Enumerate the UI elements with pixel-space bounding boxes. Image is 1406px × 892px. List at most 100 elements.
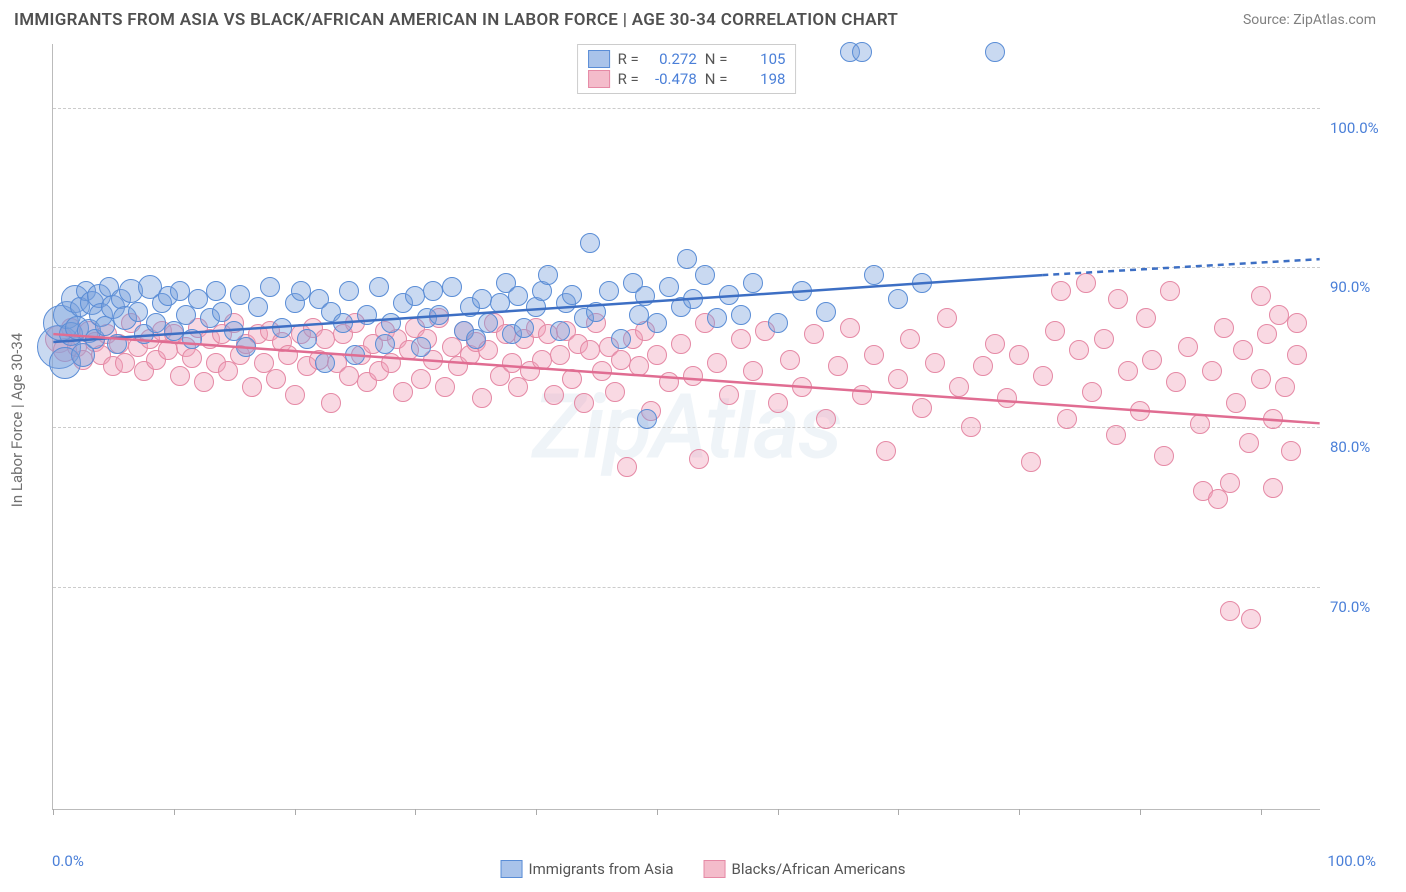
blue-point [792, 281, 812, 301]
pink-point [888, 369, 908, 389]
x-tick [1019, 809, 1020, 815]
pink-point [1033, 366, 1053, 386]
pink-point [1275, 377, 1295, 397]
y-tick-label: 90.0% [1330, 278, 1390, 296]
blue-point [599, 281, 619, 301]
pink-point [1021, 452, 1041, 472]
pink-point [1263, 409, 1283, 429]
blue-point [206, 281, 226, 301]
pink-point [617, 457, 637, 477]
r-label: R = [618, 70, 639, 88]
blue-point [297, 329, 317, 349]
chart-plot-area: ZipAtlas R = 0.272 N = 105 R = -0.478 N … [52, 44, 1320, 810]
blue-point [635, 286, 655, 306]
blue-point [611, 329, 631, 349]
blue-point [743, 273, 763, 293]
blue-point [580, 233, 600, 253]
pink-point [876, 441, 896, 461]
pink-point [381, 353, 401, 373]
blue-point [260, 277, 280, 297]
blue-point [146, 313, 166, 333]
swatch-pink [588, 70, 610, 88]
gridline [53, 427, 1320, 428]
pink-point [629, 356, 649, 376]
blue-point [514, 318, 534, 338]
y-tick-label: 100.0% [1330, 119, 1390, 137]
pink-point [731, 329, 751, 349]
pink-point [550, 345, 570, 365]
legend-label: Immigrants from Asia [529, 860, 674, 878]
blue-point [647, 313, 667, 333]
pink-point [671, 334, 691, 354]
blue-point [423, 281, 443, 301]
pink-point [780, 350, 800, 370]
blue-point [128, 302, 148, 322]
x-tick [778, 809, 779, 815]
blue-point [888, 289, 908, 309]
pink-point [1239, 433, 1259, 453]
pink-point [1009, 345, 1029, 365]
pink-point [1136, 308, 1156, 328]
pink-point [804, 324, 824, 344]
x-tick-label-left: 0.0% [52, 852, 84, 870]
legend-item-pink: Blacks/African Americans [704, 860, 906, 878]
blue-point [864, 265, 884, 285]
pink-point [574, 393, 594, 413]
pink-point [997, 388, 1017, 408]
blue-point [852, 42, 872, 62]
pink-point [961, 417, 981, 437]
series-legend: Immigrants from Asia Blacks/African Amer… [501, 860, 906, 878]
pink-point [1251, 369, 1271, 389]
pink-point [266, 369, 286, 389]
pink-point [719, 385, 739, 405]
pink-point [1281, 441, 1301, 461]
pink-point [1269, 305, 1289, 325]
pink-point [707, 353, 727, 373]
blue-point [442, 277, 462, 297]
pink-point [1160, 281, 1180, 301]
n-value-blue: 105 [735, 50, 785, 68]
pink-point [864, 345, 884, 365]
pink-point [592, 361, 612, 381]
y-tick-label: 80.0% [1330, 438, 1390, 456]
blue-point [230, 285, 250, 305]
y-axis-label: In Labor Force | Age 30-34 [8, 333, 26, 507]
blue-point [985, 42, 1005, 62]
swatch-blue [501, 860, 523, 878]
pink-point [1106, 425, 1126, 445]
pink-point [1082, 382, 1102, 402]
pink-point [689, 449, 709, 469]
pink-point [1233, 340, 1253, 360]
y-tick-label: 70.0% [1330, 598, 1390, 616]
pink-point [1263, 478, 1283, 498]
blue-point [381, 313, 401, 333]
n-label: N = [705, 70, 728, 88]
pink-point [502, 353, 522, 373]
x-tick-label-right: 100.0% [1327, 852, 1376, 870]
pink-point [1287, 345, 1307, 365]
blue-point [677, 249, 697, 269]
blue-point [707, 308, 727, 328]
pink-point [1094, 329, 1114, 349]
x-tick [1140, 809, 1141, 815]
blue-point [816, 302, 836, 322]
blue-point [478, 313, 498, 333]
pink-point [828, 356, 848, 376]
blue-point [170, 281, 190, 301]
pink-point [182, 348, 202, 368]
blue-point [629, 305, 649, 325]
pink-point [393, 382, 413, 402]
pink-point [321, 393, 341, 413]
blue-point [490, 293, 510, 313]
blue-point [637, 409, 657, 429]
x-tick [53, 809, 54, 815]
n-label: N = [705, 50, 728, 68]
pink-point [1051, 281, 1071, 301]
pink-point [580, 340, 600, 360]
blue-point [272, 318, 292, 338]
source-label: Source: ZipAtlas.com [1243, 12, 1376, 28]
pink-point [194, 372, 214, 392]
blue-point [731, 305, 751, 325]
pink-point [912, 398, 932, 418]
blue-point [339, 281, 359, 301]
